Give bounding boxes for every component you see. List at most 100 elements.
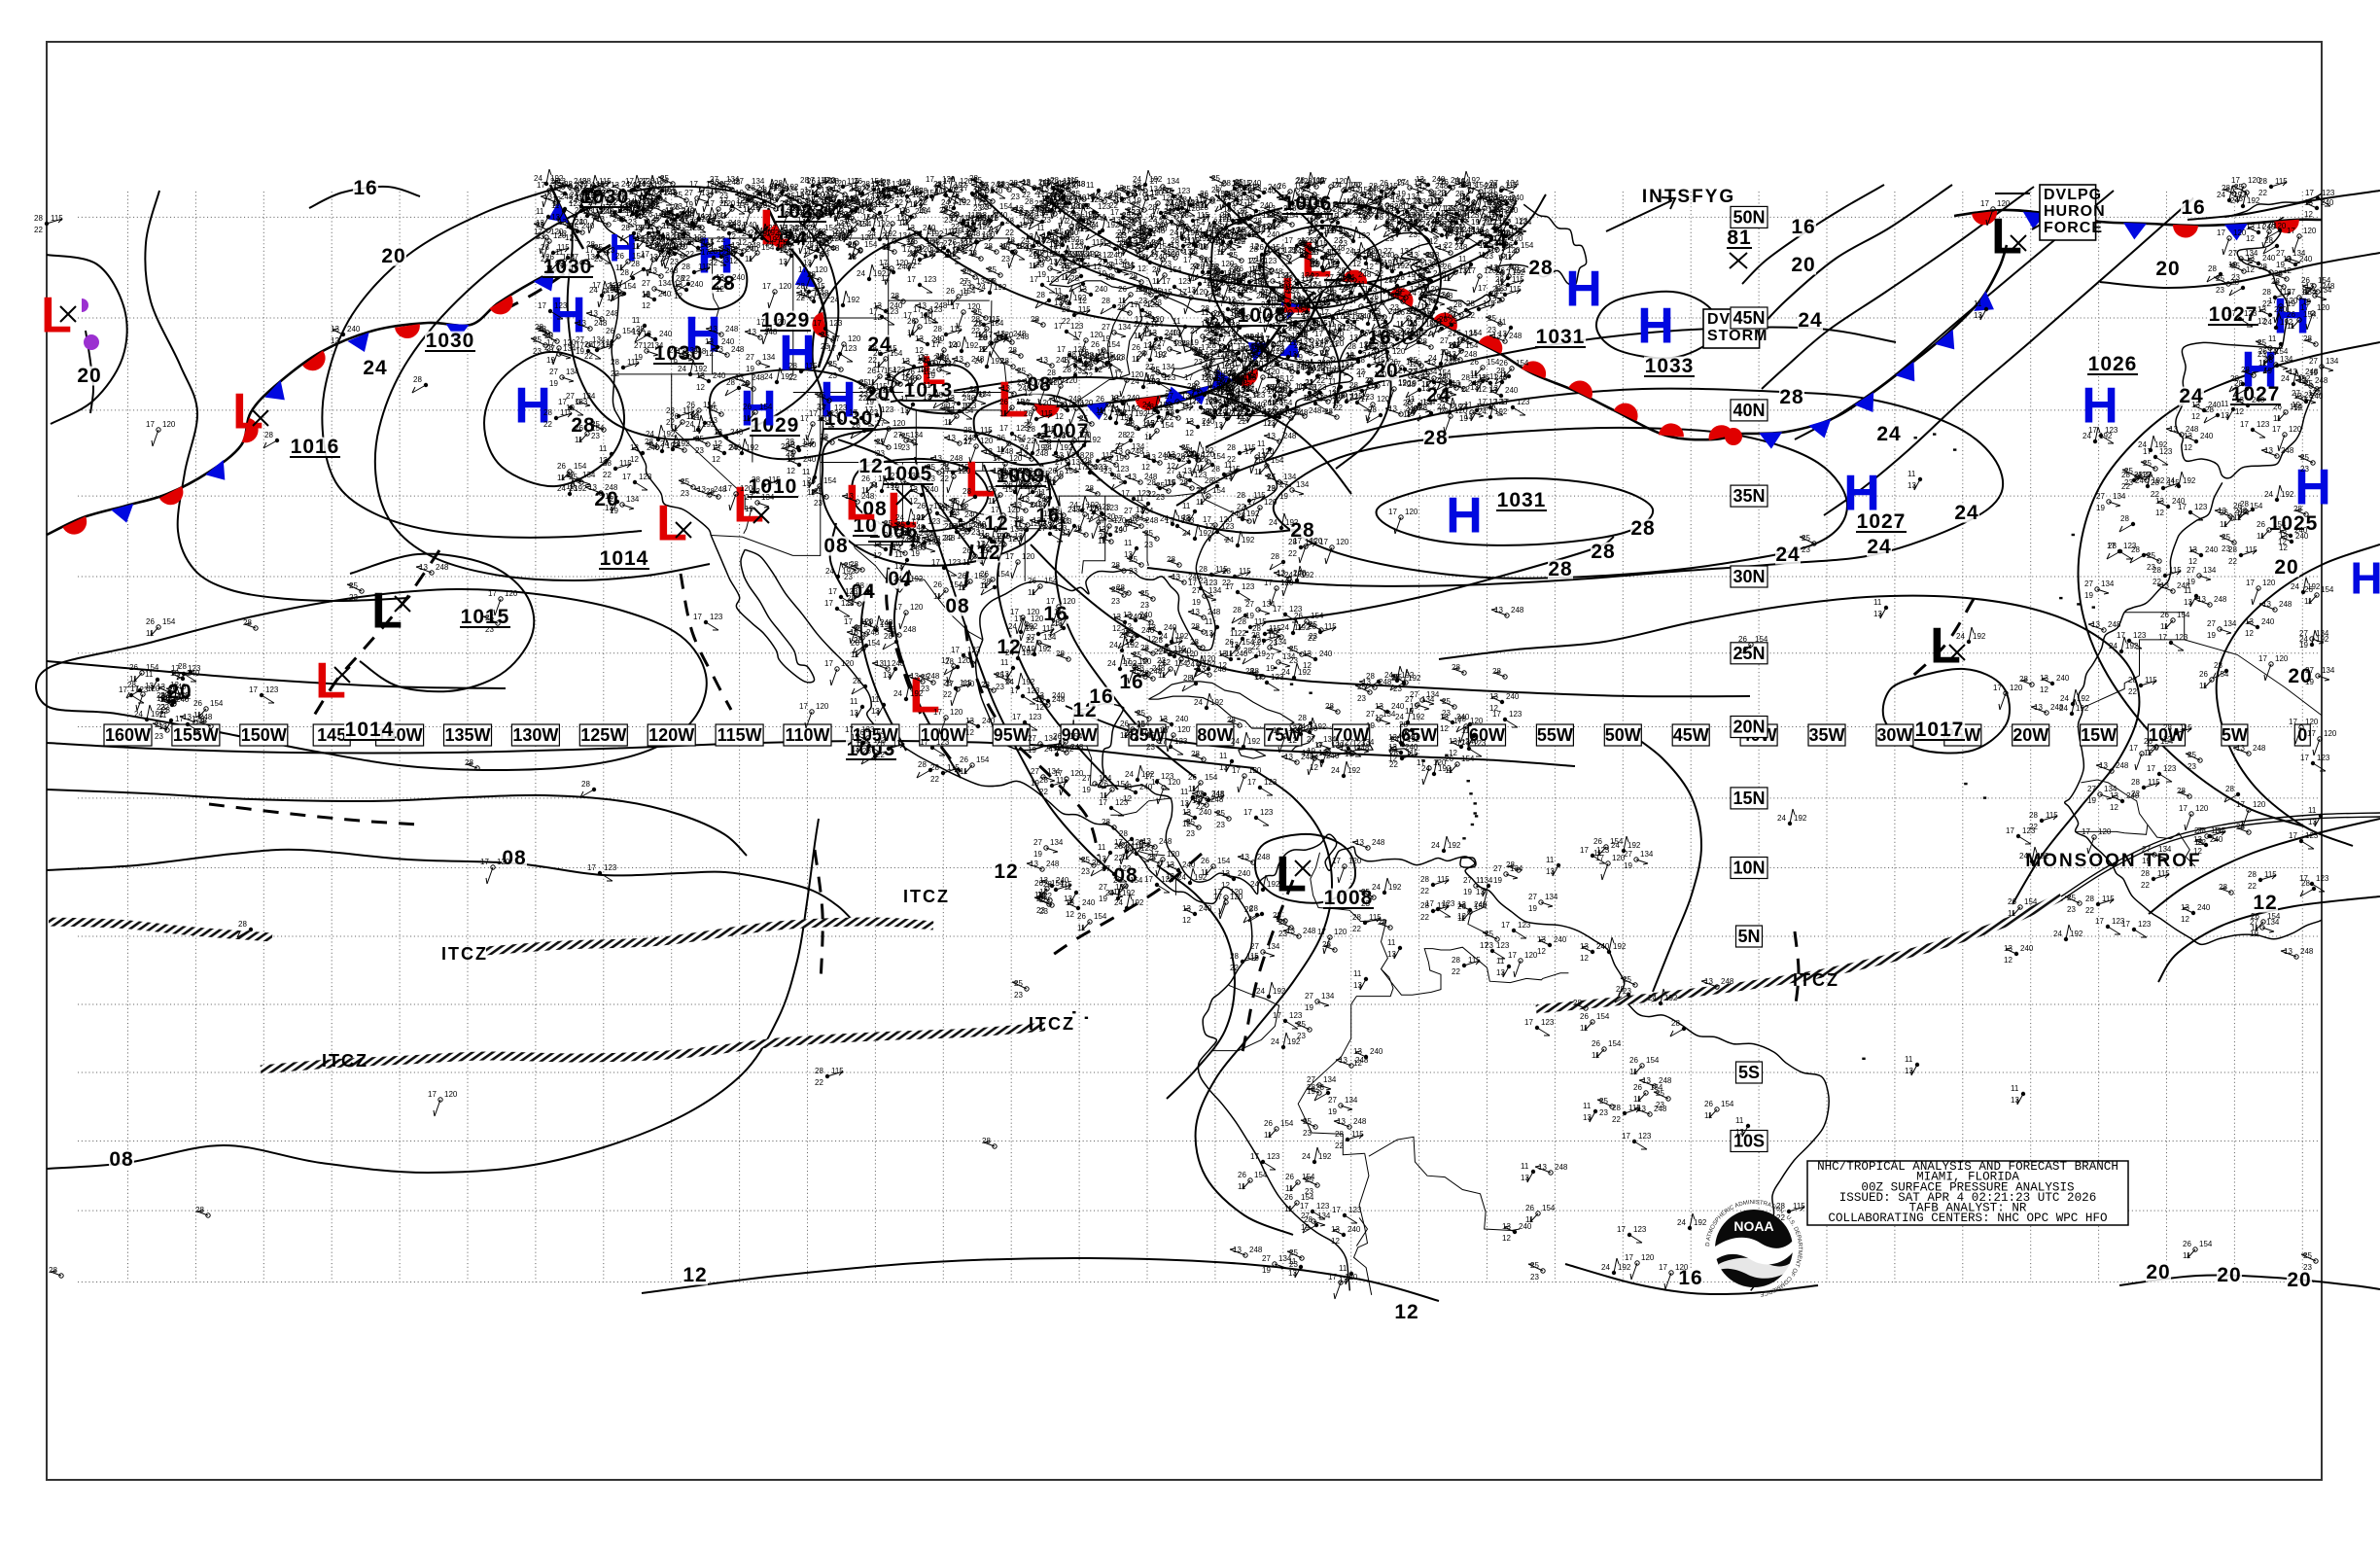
svg-text:1008: 1008 (1324, 887, 1374, 909)
svg-text:50W: 50W (1605, 725, 1641, 745)
svg-text:H: H (2082, 378, 2118, 435)
svg-text:125W: 125W (580, 725, 626, 745)
svg-text:1014: 1014 (600, 547, 649, 570)
svg-text:L: L (1991, 209, 2022, 265)
svg-text:20: 20 (2287, 1269, 2311, 1291)
svg-text:160W: 160W (105, 725, 151, 745)
svg-text:INTSFYG: INTSFYG (1642, 187, 1735, 207)
svg-text:10N: 10N (1732, 859, 1765, 878)
svg-text:12: 12 (682, 1264, 707, 1286)
svg-text:H: H (1637, 298, 1674, 355)
svg-text:50N: 50N (1732, 207, 1765, 227)
svg-text:1030: 1030 (426, 330, 475, 352)
svg-text:DVLPG: DVLPG (2044, 187, 2102, 203)
svg-text:ITCZ: ITCZ (1793, 970, 1839, 990)
svg-text:20: 20 (2274, 556, 2298, 579)
svg-text:ITCZ: ITCZ (1029, 1014, 1075, 1034)
svg-text:1029: 1029 (751, 414, 800, 437)
svg-text:15N: 15N (1732, 789, 1765, 808)
svg-text:80W: 80W (1197, 725, 1233, 745)
svg-text:16: 16 (1791, 216, 1815, 238)
svg-text:20W: 20W (2012, 725, 2048, 745)
svg-text:130W: 130W (512, 725, 558, 745)
svg-text:24: 24 (1775, 544, 1800, 566)
svg-text:110W: 110W (785, 725, 829, 745)
svg-text:H: H (1446, 488, 1483, 544)
svg-text:30W: 30W (1876, 725, 1912, 745)
svg-text:155W: 155W (173, 725, 219, 745)
svg-text:08: 08 (945, 595, 969, 617)
svg-text:12: 12 (994, 860, 1018, 883)
svg-text:28: 28 (1548, 558, 1572, 580)
svg-text:5W: 5W (2222, 725, 2248, 745)
svg-text:115W: 115W (718, 725, 762, 745)
svg-text:24: 24 (363, 357, 387, 379)
svg-text:40N: 40N (1732, 401, 1765, 420)
svg-text:35N: 35N (1732, 486, 1765, 506)
svg-text:81: 81 (1727, 227, 1751, 249)
svg-text:35W: 35W (1808, 725, 1844, 745)
svg-text:1031: 1031 (1497, 489, 1547, 511)
svg-text:150W: 150W (241, 725, 287, 745)
svg-text:10: 10 (853, 514, 877, 537)
svg-text:100W: 100W (921, 725, 966, 745)
svg-text:08: 08 (109, 1148, 133, 1171)
svg-text:HURON: HURON (2044, 203, 2106, 220)
svg-text:ITCZ: ITCZ (322, 1051, 368, 1071)
svg-text:5S: 5S (1738, 1063, 1760, 1082)
svg-text:30N: 30N (1732, 567, 1765, 586)
svg-text:12: 12 (858, 455, 883, 477)
svg-text:135W: 135W (444, 725, 490, 745)
svg-text:NOAA: NOAA (1733, 1218, 1773, 1234)
svg-text:20N: 20N (1732, 718, 1765, 737)
svg-text:5N: 5N (1737, 927, 1760, 946)
svg-text:H: H (1843, 466, 1880, 522)
svg-text:20: 20 (1791, 254, 1815, 276)
svg-text:1016: 1016 (291, 436, 340, 458)
svg-text:28: 28 (1630, 517, 1655, 540)
svg-text:95W: 95W (994, 725, 1030, 745)
svg-text:16: 16 (1119, 671, 1143, 693)
svg-text:16: 16 (353, 177, 377, 199)
svg-text:24: 24 (1798, 309, 1822, 332)
svg-text:H: H (1565, 262, 1602, 318)
svg-text:45N: 45N (1732, 308, 1765, 328)
svg-text:1027: 1027 (1857, 510, 1907, 533)
svg-text:ITCZ: ITCZ (441, 944, 488, 964)
svg-text:H: H (549, 288, 586, 344)
svg-text:FORCE: FORCE (2044, 220, 2103, 236)
svg-text:20: 20 (77, 365, 101, 387)
svg-text:55W: 55W (1537, 725, 1573, 745)
svg-text:20: 20 (381, 245, 405, 267)
svg-text:16: 16 (1678, 1267, 1702, 1289)
svg-text:28: 28 (1779, 386, 1803, 408)
svg-text:MONSOON TROF: MONSOON TROF (2025, 851, 2201, 871)
svg-text:1026: 1026 (2088, 353, 2138, 375)
svg-text:145: 145 (317, 725, 346, 745)
svg-text:20: 20 (2155, 258, 2180, 280)
svg-text:L: L (1276, 847, 1307, 903)
svg-text:L: L (656, 496, 687, 552)
svg-text:20: 20 (2146, 1261, 2170, 1283)
svg-text:12: 12 (997, 636, 1021, 658)
svg-text:COLLABORATING CENTERS: NHC OPC: COLLABORATING CENTERS: NHC OPC WPC HFO (1828, 1211, 2107, 1225)
svg-text:08: 08 (823, 535, 848, 557)
svg-text:1017: 1017 (1915, 719, 1965, 741)
svg-text:28: 28 (1591, 541, 1615, 563)
svg-text:L: L (371, 583, 402, 640)
svg-text:L: L (315, 653, 346, 710)
svg-text:120W: 120W (648, 725, 694, 745)
svg-text:1010: 1010 (749, 475, 798, 498)
svg-text:ITCZ: ITCZ (903, 887, 950, 906)
svg-text:16: 16 (1089, 685, 1113, 708)
svg-text:08: 08 (862, 498, 887, 520)
svg-text:24: 24 (1867, 536, 1891, 558)
svg-text:1031: 1031 (1536, 326, 1586, 348)
svg-text:L: L (232, 384, 263, 440)
svg-text:28: 28 (1423, 427, 1448, 449)
svg-text:16: 16 (2181, 196, 2205, 219)
svg-text:L: L (1930, 618, 1961, 675)
svg-text:H: H (2350, 553, 2380, 604)
svg-text:24: 24 (1876, 423, 1901, 445)
svg-text:20: 20 (2217, 1264, 2241, 1286)
